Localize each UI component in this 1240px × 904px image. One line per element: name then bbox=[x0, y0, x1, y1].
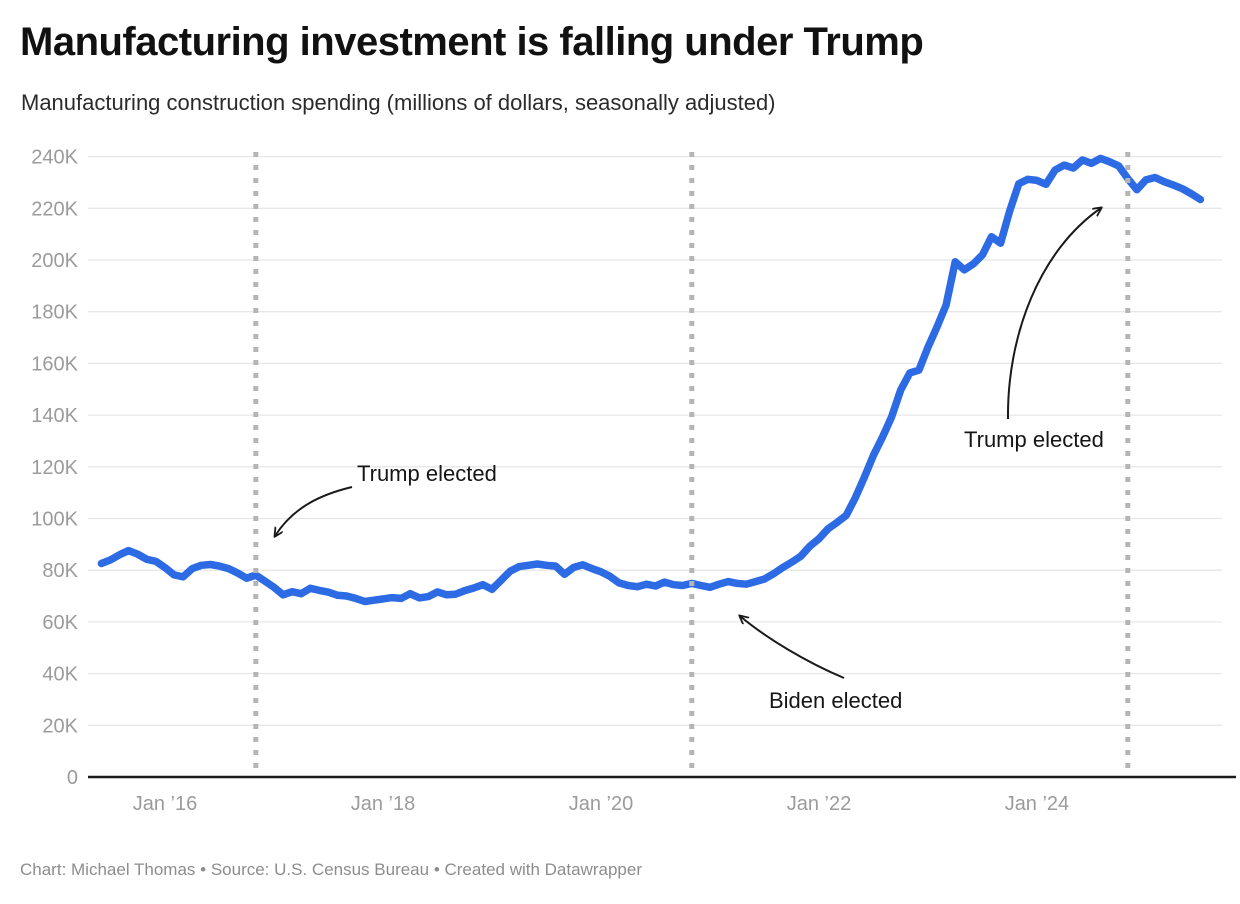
x-tick-label: Jan ’24 bbox=[1005, 793, 1070, 815]
y-tick-label-100K: 100K bbox=[31, 509, 78, 531]
y-tick-label-80K: 80K bbox=[42, 560, 78, 582]
chart-credit-line: Chart: Michael Thomas • Source: U.S. Cen… bbox=[20, 860, 642, 879]
gridlines bbox=[88, 155, 1222, 726]
data-line-manufacturing-spending bbox=[97, 154, 1205, 606]
annotation-label-biden-elected: Biden elected bbox=[769, 688, 903, 713]
x-tick-label: Jan ’18 bbox=[351, 793, 416, 815]
y-tick-label-180K: 180K bbox=[31, 302, 78, 324]
annotation-label-trump-elected-2024: Trump elected bbox=[964, 427, 1104, 452]
y-tick-label-120K: 120K bbox=[31, 457, 78, 479]
y-tick-label-0: 0 bbox=[67, 767, 78, 789]
annotation-arrow-biden-2020 bbox=[740, 616, 845, 679]
annotation-arrow-trump-2016 bbox=[275, 486, 353, 536]
y-tick-label-40K: 40K bbox=[42, 664, 78, 686]
x-axis-labels: Jan ’16 Jan ’18 Jan ’20 Jan ’22 Jan ’24 bbox=[133, 793, 1069, 815]
y-tick-label-60K: 60K bbox=[42, 612, 78, 634]
y-tick-label-240K: 240K bbox=[31, 147, 78, 169]
y-tick-label-20K: 20K bbox=[42, 715, 78, 737]
annotation-label-trump-elected-2016: Trump elected bbox=[357, 461, 497, 486]
y-tick-label-200K: 200K bbox=[31, 250, 78, 272]
chart-title: Manufacturing investment is falling unde… bbox=[20, 20, 924, 64]
y-tick-label-160K: 160K bbox=[31, 353, 78, 375]
y-axis-labels: 0 20K 40K 60K 80K 100K 120K 140K 160K 180K 200K 220… bbox=[31, 147, 78, 789]
x-tick-label: Jan ’22 bbox=[787, 793, 852, 815]
x-tick-label: Jan ’20 bbox=[569, 793, 634, 815]
x-tick-label: Jan ’16 bbox=[133, 793, 198, 815]
y-tick-label-140K: 140K bbox=[31, 405, 78, 427]
chart-subtitle: Manufacturing construction spending (mil… bbox=[21, 90, 776, 115]
annotation-arrow-trump-2024 bbox=[1006, 208, 1101, 420]
y-tick-label-220K: 220K bbox=[31, 198, 78, 220]
